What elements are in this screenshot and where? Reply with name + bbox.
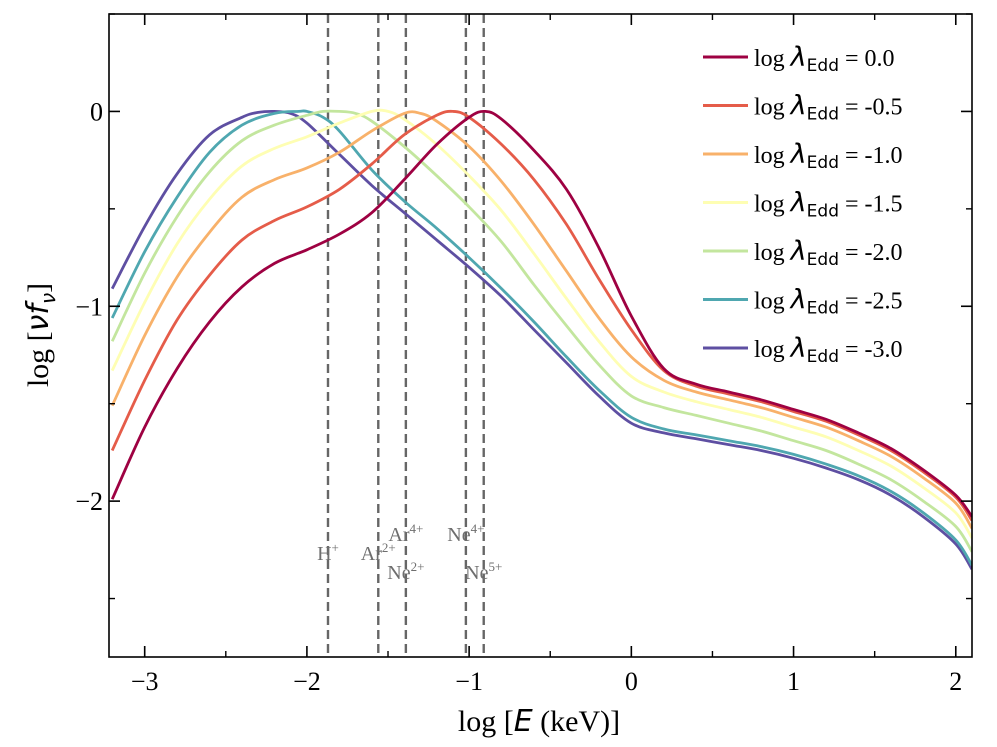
series-line-4 [110,109,972,553]
series-line-2 [110,110,972,530]
ion-labels: H+ Ar2+Ar4+ Ne2+ Ne4+ Ne5+ [317,521,502,584]
legend-entry-4: log λEdd = -2.0 [754,236,903,270]
series-line-3 [110,108,972,539]
ion-label-1: Ar2+ [361,540,396,565]
legend-entry-2: log λEdd = -1.0 [754,139,903,173]
series-line-1 [110,109,972,522]
series-line-5 [110,109,972,567]
x-tick-label: −2 [293,667,321,696]
tick-labels: −3 −2 −1 0 1 2 −2 −1 0 [75,97,962,696]
y-tick-label: −1 [75,292,103,321]
y-axis-label: log [νfν] [21,283,60,387]
legend-entry-5: log λEdd = -2.5 [754,285,903,319]
ion-label-2: Ar4+ [388,521,423,546]
y-tick-label: 0 [90,97,103,126]
series-line-0 [110,109,972,518]
reference-lines [326,14,485,657]
x-axis-label: log [E (keV)] [458,704,620,739]
legend-entry-0: log λEdd = 0.0 [754,42,895,76]
ion-label-3: Ne2+ [387,559,424,584]
ion-label-0: H+ [317,540,339,565]
legend-entry-6: log λEdd = -3.0 [754,333,903,367]
y-tick-label: −2 [75,487,103,516]
plot-frame [108,13,973,658]
x-tick-label: 0 [625,667,638,696]
ion-label-4: Ne4+ [447,521,484,546]
series-lines [110,108,972,571]
x-tick-label: 2 [949,667,962,696]
series-line-6 [110,109,972,571]
legend: log λEdd = 0.0 log λEdd = -0.5 log λEdd = … [703,42,903,367]
legend-entry-1: log λEdd = -0.5 [754,91,903,125]
axis-ticks [109,13,972,657]
x-tick-label: −3 [131,667,159,696]
ion-label-5: Ne5+ [465,559,502,584]
x-tick-label: 1 [787,667,800,696]
legend-entry-3: log λEdd = -1.5 [754,188,903,222]
x-tick-label: −1 [455,667,483,696]
